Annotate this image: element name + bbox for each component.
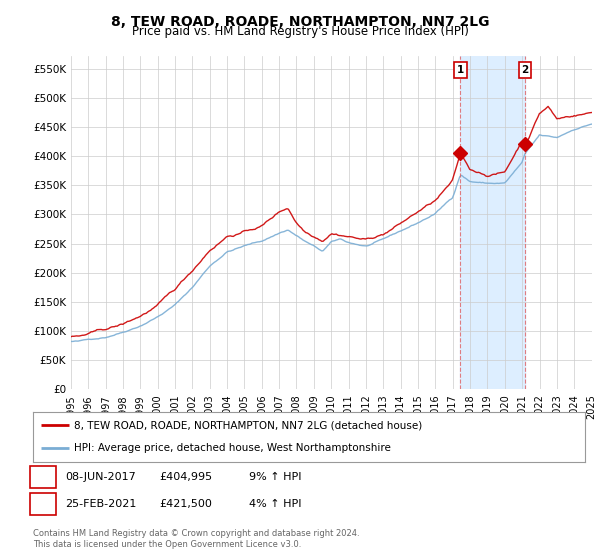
Text: 2: 2	[521, 65, 529, 75]
Text: HPI: Average price, detached house, West Northamptonshire: HPI: Average price, detached house, West…	[74, 444, 391, 454]
Text: 8, TEW ROAD, ROADE, NORTHAMPTON, NN7 2LG (detached house): 8, TEW ROAD, ROADE, NORTHAMPTON, NN7 2LG…	[74, 420, 422, 430]
Text: Price paid vs. HM Land Registry's House Price Index (HPI): Price paid vs. HM Land Registry's House …	[131, 25, 469, 38]
Text: 08-JUN-2017: 08-JUN-2017	[65, 472, 136, 482]
Bar	[460, 56, 525, 389]
Text: 2: 2	[40, 499, 47, 509]
Text: Contains HM Land Registry data © Crown copyright and database right 2024.: Contains HM Land Registry data © Crown c…	[33, 529, 359, 538]
Text: £404,995: £404,995	[159, 472, 212, 482]
Text: £421,500: £421,500	[159, 499, 212, 509]
Text: This data is licensed under the Open Government Licence v3.0.: This data is licensed under the Open Gov…	[33, 540, 301, 549]
Text: 4% ↑ HPI: 4% ↑ HPI	[249, 499, 302, 509]
Text: 1: 1	[457, 65, 464, 75]
Text: 9% ↑ HPI: 9% ↑ HPI	[249, 472, 302, 482]
Text: 8, TEW ROAD, ROADE, NORTHAMPTON, NN7 2LG: 8, TEW ROAD, ROADE, NORTHAMPTON, NN7 2LG	[111, 15, 489, 29]
Text: 1: 1	[40, 472, 47, 482]
Text: 25-FEB-2021: 25-FEB-2021	[65, 499, 136, 509]
